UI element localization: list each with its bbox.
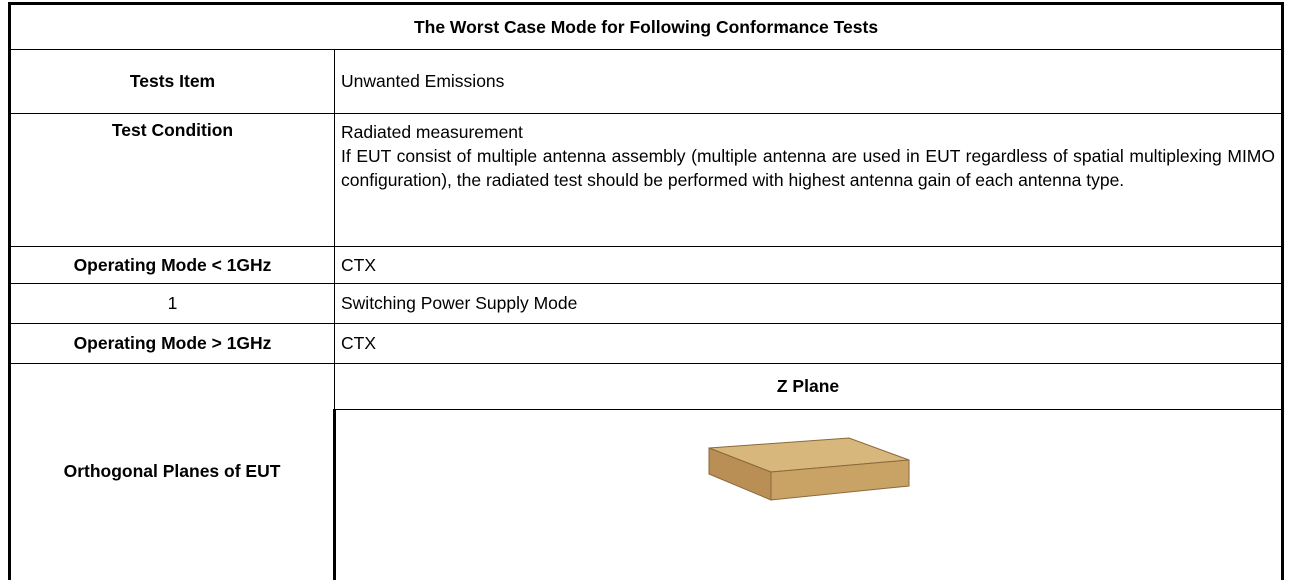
row-label: Tests Item (8, 49, 335, 114)
row-value: CTX (334, 246, 1284, 284)
table-title: The Worst Case Mode for Following Confor… (8, 2, 1284, 50)
planes-header-row: Orthogonal Planes of EUT Z Plane (8, 363, 1284, 580)
value-line: Radiated measurement (341, 122, 523, 142)
title-row: The Worst Case Mode for Following Confor… (8, 2, 1284, 50)
planes-header: Z Plane (334, 363, 1284, 410)
value-paragraph: If EUT consist of multiple antenna assem… (341, 146, 1275, 190)
row-label: 1 (8, 283, 335, 324)
planes-label: Orthogonal Planes of EUT (8, 363, 335, 580)
row-label: Operating Mode < 1GHz (8, 246, 335, 284)
planes-image-cell (333, 409, 1284, 580)
box-front (770, 459, 909, 501)
planes-image-row (10, 409, 1284, 580)
row-label: Operating Mode > 1GHz (8, 323, 335, 364)
worst-case-table: The Worst Case Mode for Following Confor… (8, 2, 1284, 580)
row: Test Condition Radiated measurement If E… (8, 113, 1284, 247)
row-value: CTX (334, 323, 1284, 364)
row-label: Test Condition (8, 113, 335, 247)
row-value: Switching Power Supply Mode (334, 283, 1284, 324)
row-value: Radiated measurement If EUT consist of m… (334, 113, 1284, 247)
row: 1 Switching Power Supply Mode (8, 283, 1284, 324)
row: Operating Mode > 1GHz CTX (8, 323, 1284, 364)
row: Tests Item Unwanted Emissions (8, 49, 1284, 114)
row-value: Unwanted Emissions (334, 49, 1284, 114)
row: Operating Mode < 1GHz CTX (8, 246, 1284, 284)
eut-box-image (708, 437, 909, 501)
